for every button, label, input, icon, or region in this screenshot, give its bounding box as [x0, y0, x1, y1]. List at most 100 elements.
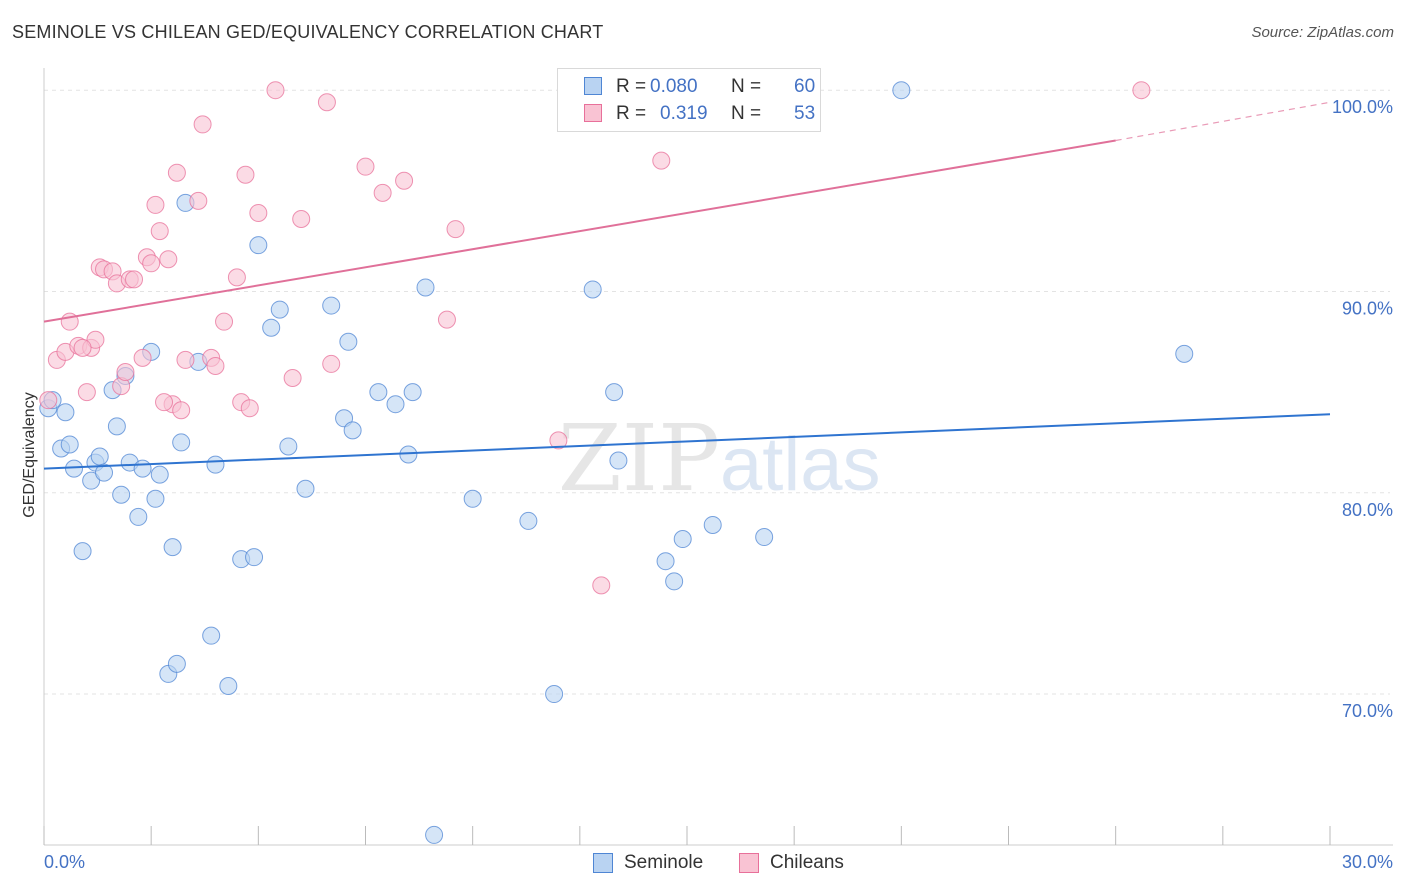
- seminole-point: [399, 445, 418, 464]
- seminole-point: [665, 572, 684, 591]
- seminole-point: [1175, 344, 1194, 363]
- legend-r-value: 0.080: [650, 76, 698, 97]
- legend-n-label: N =: [731, 76, 762, 97]
- chileans-point: [189, 191, 208, 210]
- seminole-point: [386, 395, 405, 414]
- seminole-point: [82, 471, 101, 490]
- chileans-point: [167, 163, 186, 182]
- legend-swatch-chileans: [584, 104, 602, 122]
- chileans-point: [292, 210, 311, 229]
- seminole-point: [163, 538, 182, 557]
- chileans-point: [240, 399, 259, 418]
- chileans-point: [77, 383, 96, 402]
- chileans-point: [155, 393, 174, 412]
- chileans-point: [215, 312, 234, 331]
- seminole-point: [425, 825, 444, 844]
- chileans-point: [150, 222, 169, 241]
- seminole-point: [322, 296, 341, 315]
- seminole-point: [369, 383, 388, 402]
- seminole-point: [339, 332, 358, 351]
- seminole-point: [219, 676, 238, 695]
- chileans-point: [227, 268, 246, 287]
- chileans-point: [356, 157, 375, 176]
- chileans-point: [125, 270, 144, 289]
- bottom-legend-label-seminole: Seminole: [624, 852, 704, 873]
- chileans-point: [176, 350, 195, 369]
- x-tick-label: 30.0%: [1342, 852, 1393, 872]
- y-tick-label: 80.0%: [1342, 500, 1393, 520]
- chileans-point: [266, 81, 285, 100]
- chart-title: SEMINOLE VS CHILEAN GED/EQUIVALENCY CORR…: [12, 22, 604, 42]
- chileans-point: [1132, 81, 1151, 100]
- chileans-point: [549, 431, 568, 450]
- seminole-point: [343, 421, 362, 440]
- chileans-point: [73, 338, 92, 357]
- seminole-point: [90, 447, 109, 466]
- legend-r-label: R =: [616, 76, 647, 97]
- seminole-point: [133, 459, 152, 478]
- chileans-point: [373, 183, 392, 202]
- seminole-point: [270, 300, 289, 319]
- seminole-point: [416, 278, 435, 297]
- source-label: Source: ZipAtlas.com: [1251, 24, 1394, 41]
- x-tick-label: 0.0%: [44, 852, 85, 872]
- seminole-point: [95, 463, 114, 482]
- seminole-point: [609, 451, 628, 470]
- bottom-legend-swatch-chileans: [739, 853, 759, 873]
- chileans-point: [86, 330, 105, 349]
- y-tick-label: 90.0%: [1342, 298, 1393, 318]
- seminole-point: [65, 459, 84, 478]
- legend-n-value: 53: [794, 103, 816, 124]
- seminole-point: [545, 685, 564, 704]
- seminole-point: [56, 403, 75, 422]
- bottom-legend-swatch-seminole: [593, 853, 613, 873]
- chileans-point: [322, 354, 341, 373]
- chileans-point: [142, 254, 161, 273]
- watermark-zip: ZIP: [558, 405, 720, 512]
- seminole-point: [202, 626, 221, 645]
- chileans-point: [446, 220, 465, 239]
- y-axis-label: GED/Equivalency: [21, 392, 38, 517]
- seminole-point: [150, 465, 169, 484]
- legend-swatch-seminole: [584, 77, 602, 95]
- chileans-point: [39, 391, 58, 410]
- chileans-point: [159, 250, 178, 269]
- stats-legend: R = 0.080 N = 60 R = 0.319 N = 53: [557, 68, 821, 132]
- chileans-point: [172, 401, 191, 420]
- chileans-point: [317, 93, 336, 112]
- chileans-point: [116, 362, 135, 381]
- legend-r-value: 0.319: [660, 103, 708, 124]
- chileans-point: [652, 151, 671, 170]
- seminole-point: [583, 280, 602, 299]
- seminole-point: [656, 552, 675, 571]
- seminole-point: [279, 437, 298, 456]
- legend-r-label: R =: [616, 103, 647, 124]
- chileans-point: [592, 576, 611, 595]
- seminole-point: [519, 511, 538, 530]
- chileans-point: [193, 115, 212, 134]
- chileans-point: [146, 195, 165, 214]
- legend-n-value: 60: [794, 76, 816, 97]
- chileans-point: [236, 165, 255, 184]
- seminole-point: [245, 548, 264, 567]
- seminole-point: [206, 455, 225, 474]
- chileans-point: [249, 203, 268, 222]
- seminole-point: [129, 507, 148, 526]
- seminole-point: [403, 383, 422, 402]
- chileans-point: [283, 369, 302, 388]
- chileans-point: [206, 356, 225, 375]
- seminole-point: [112, 485, 131, 504]
- y-tick-label: 100.0%: [1332, 97, 1393, 117]
- seminole-point: [673, 530, 692, 549]
- seminole-point: [755, 528, 774, 547]
- seminole-trend-line: [43, 413, 1331, 470]
- seminole-point: [296, 479, 315, 498]
- y-tick-label: 70.0%: [1342, 701, 1393, 721]
- seminole-point: [463, 489, 482, 508]
- seminole-point: [60, 435, 79, 454]
- seminole-point: [249, 236, 268, 255]
- chileans-point: [437, 310, 456, 329]
- bottom-legend-label-chileans: Chileans: [770, 852, 844, 873]
- seminole-point: [146, 489, 165, 508]
